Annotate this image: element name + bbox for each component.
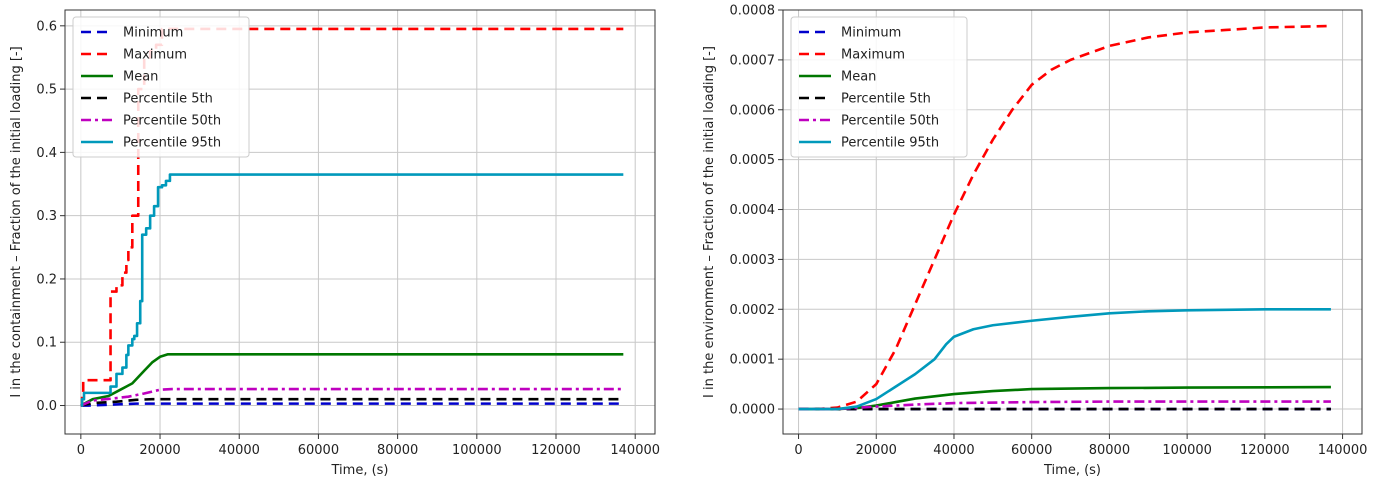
legend-box: [72, 16, 250, 158]
plot-frame: [64, 9, 656, 435]
x-tick-label: 100000: [452, 443, 502, 458]
x-tick-label: 60000: [1011, 443, 1052, 458]
series-line-percentile-5th: [80, 397, 624, 407]
series-line-percentile-95th: [80, 173, 624, 407]
x-tick-label: 120000: [1240, 443, 1290, 458]
y-tick-label: 0.0003: [730, 253, 776, 268]
x-tick-label: 40000: [933, 443, 974, 458]
x-tick-label: 40000: [219, 443, 260, 458]
x-tick-label: 20000: [856, 443, 897, 458]
series-group: [798, 24, 1331, 411]
y-tick-label: 0.0005: [730, 153, 776, 168]
legend-label: Maximum: [841, 48, 905, 63]
x-tick-label: 140000: [610, 443, 660, 458]
legend-label: Percentile 5th: [841, 92, 931, 107]
y-axis-label: I in the environment – Fraction of the i…: [702, 46, 717, 398]
legend-label: Minimum: [841, 26, 901, 41]
y-tick-label: 0.0008: [730, 4, 776, 19]
y-tick-label: 0.3: [36, 209, 57, 224]
series-line-percentile-95th: [798, 307, 1331, 411]
y-tick-label: 0.0007: [730, 53, 776, 68]
x-axis-label: Time, (s): [1043, 463, 1101, 478]
y-tick-label: 0.4: [36, 146, 57, 161]
x-tick-label: 20000: [139, 443, 180, 458]
legend-label: Maximum: [123, 48, 187, 63]
legend-label: Minimum: [123, 26, 183, 41]
y-tick-label: 0.0006: [730, 103, 776, 118]
legend-label: Mean: [841, 70, 876, 85]
x-tick-label: 60000: [298, 443, 339, 458]
y-tick-label: 0.0: [36, 399, 57, 414]
series-line-maximum: [798, 24, 1331, 411]
x-tick-label: 80000: [1089, 443, 1130, 458]
legend-label: Mean: [123, 70, 158, 85]
x-tick-label: 100000: [1162, 443, 1212, 458]
chart-panel-2: 0 20000 40000 60000 80000 100000 120000 140000 0…: [702, 4, 1367, 479]
legend-label: Percentile 50th: [123, 114, 221, 129]
x-tick-label: 80000: [377, 443, 418, 458]
legend: Minimum Maximum Mean Percentile 5th Percenti…: [72, 16, 250, 158]
y-tick-label: 0.0001: [730, 353, 776, 368]
series-line-mean: [80, 352, 624, 407]
y-tick-label: 0.5: [36, 83, 57, 98]
y-tick-label: 0.6: [36, 19, 57, 34]
legend: Minimum Maximum Mean Percentile 5th Percenti…: [790, 16, 968, 158]
y-tick-label: 0.0004: [730, 203, 776, 218]
x-axis-label: Time, (s): [331, 463, 389, 478]
plot-frame: [782, 9, 1363, 435]
chart-panel-1: 0 20000 40000 60000 80000 100000 120000 140000 0…: [9, 9, 660, 478]
y-tick-label: 0.0002: [730, 303, 776, 318]
legend-label: Percentile 95th: [123, 136, 221, 151]
x-tick-label: 120000: [531, 443, 581, 458]
y-tick-label: 0.1: [36, 336, 57, 351]
legend-box: [790, 16, 968, 158]
y-tick-label: 0.2: [36, 272, 57, 287]
x-tick-label: 140000: [1318, 443, 1368, 458]
legend-label: Percentile 5th: [123, 92, 213, 107]
series-line-percentile-50th: [80, 387, 624, 407]
legend-label: Percentile 95th: [841, 136, 939, 151]
x-tick-label: 0: [77, 443, 85, 458]
y-tick-label: 0.0000: [730, 403, 776, 418]
x-tick-label: 0: [794, 443, 802, 458]
legend-label: Percentile 50th: [841, 114, 939, 129]
y-axis-label: I in the containment – Fraction of the i…: [9, 46, 24, 397]
